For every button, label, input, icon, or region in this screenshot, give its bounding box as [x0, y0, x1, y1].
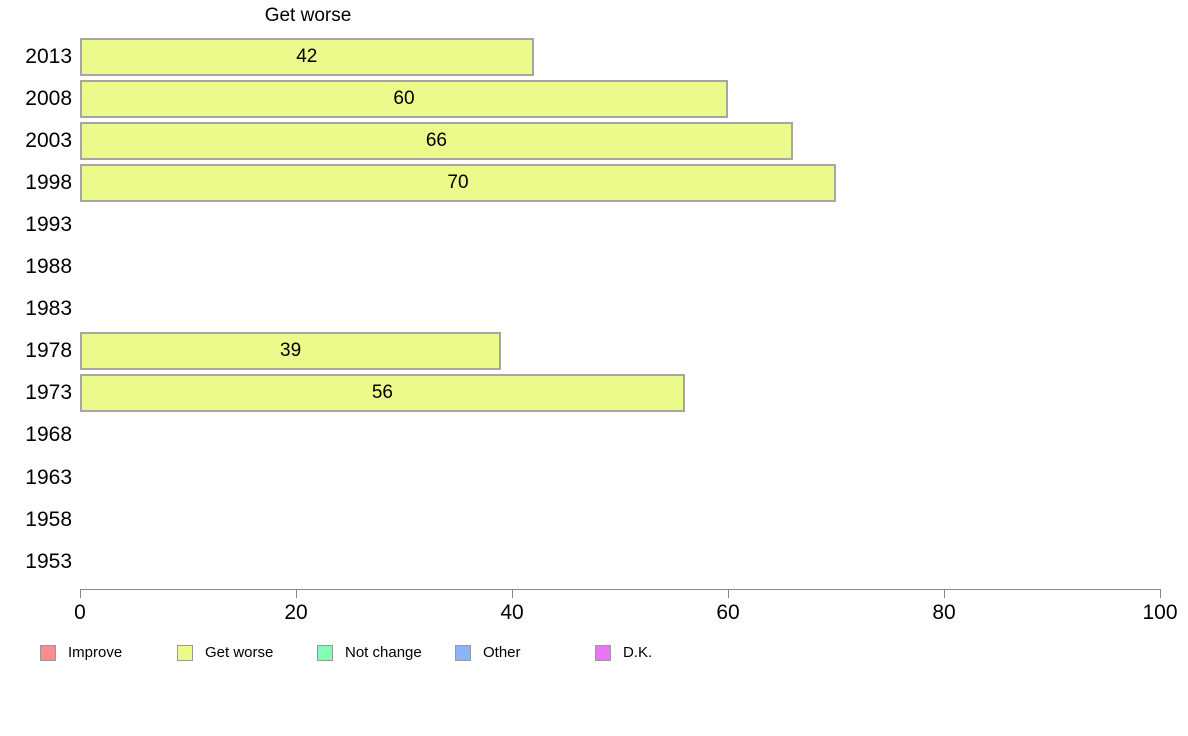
x-axis-tick-label-100: 100: [1142, 601, 1178, 624]
x-axis-tick-label-40: 40: [500, 601, 524, 624]
x-axis-tick-60: [728, 589, 729, 598]
y-axis-label-2003: 2003: [25, 128, 72, 152]
y-axis-label-1963: 1963: [25, 465, 72, 489]
x-axis-tick-40: [512, 589, 513, 598]
legend-swatch-icon: [455, 645, 471, 661]
y-axis-label-1973: 1973: [25, 381, 72, 405]
x-axis-tick-80: [944, 589, 945, 598]
legend-label: Not change: [345, 644, 422, 661]
bar-value-label-1973: 56: [371, 382, 393, 404]
x-axis-tick-0: [80, 589, 81, 598]
legend-swatch-icon: [177, 645, 193, 661]
y-axis-label-2008: 2008: [25, 86, 72, 110]
y-axis-label-1998: 1998: [25, 170, 72, 194]
legend-swatch-icon: [595, 645, 611, 661]
bar-value-label-1998: 70: [447, 171, 469, 193]
y-axis-label-1983: 1983: [25, 297, 72, 321]
y-axis-label-2013: 2013: [25, 44, 72, 68]
bar-2013: 42: [80, 37, 534, 76]
legend-label: Get worse: [205, 644, 274, 661]
x-axis-line: [80, 589, 1161, 590]
bar-1978: 39: [80, 332, 502, 371]
y-axis-label-1988: 1988: [25, 255, 72, 278]
chart-title: Get worse: [264, 5, 352, 26]
bar-1998: 70: [80, 163, 836, 202]
legend-label: Other: [483, 644, 521, 661]
y-axis-label-1993: 1993: [25, 212, 72, 236]
bar-value-label-2008: 60: [393, 87, 415, 109]
legend-swatch-icon: [40, 645, 56, 661]
y-axis-label-1958: 1958: [25, 507, 72, 531]
legend-label: D.K.: [623, 644, 653, 661]
x-axis-tick-label-80: 80: [932, 601, 956, 624]
y-axis-label-1978: 1978: [25, 339, 72, 363]
x-axis-tick-100: [1160, 589, 1161, 598]
x-axis-tick-20: [296, 589, 297, 598]
y-axis-label-1953: 1953: [25, 549, 72, 573]
legend-label: Improve: [68, 644, 123, 661]
bar-2003: 66: [80, 121, 793, 160]
bar-value-label-1978: 39: [280, 340, 302, 362]
y-axis-label-1968: 1968: [25, 423, 72, 447]
x-axis-tick-label-0: 0: [74, 601, 86, 624]
legend-swatch-icon: [317, 645, 333, 661]
bar-value-label-2013: 42: [296, 45, 318, 67]
x-axis-tick-label-60: 60: [716, 601, 740, 624]
x-axis-tick-label-20: 20: [284, 601, 308, 624]
bar-value-label-2003: 66: [425, 129, 447, 151]
bar-1973: 56: [80, 374, 685, 413]
bar-2008: 60: [80, 79, 728, 118]
